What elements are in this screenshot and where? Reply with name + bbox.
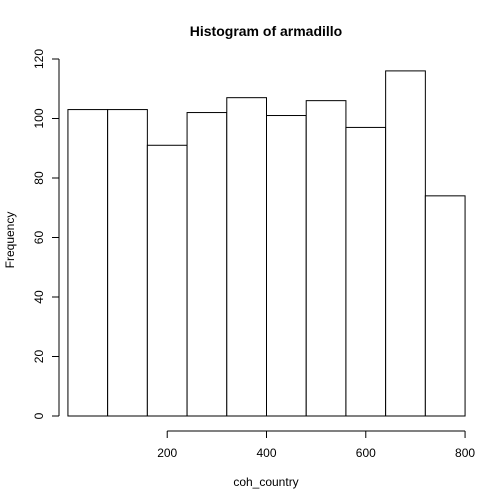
histogram-bar [226,97,267,417]
chart-title: Histogram of armadillo [190,23,342,39]
x-tick-label: 600 [356,446,376,460]
x-tick-label: 200 [157,446,177,460]
y-tick-label: 20 [32,350,46,364]
x-tick-label: 800 [455,446,475,460]
y-tick-label: 40 [32,290,46,304]
x-axis-label: coh_country [233,475,298,489]
y-tick-label: 60 [32,231,46,245]
y-tick-label: 120 [32,49,46,69]
y-tick-label: 100 [32,108,46,128]
histogram-bar [345,126,387,417]
histogram-bar [305,100,347,417]
histogram-bar [146,144,188,417]
bars-group [67,70,466,417]
x-axis: 200 400 600 800 [157,430,475,460]
y-axis: 0 20 40 60 80 100 120 [32,49,60,419]
y-axis-label: Frequency [3,212,17,269]
histogram-bar [186,112,228,417]
histogram-bar [107,109,148,417]
histogram-bar [424,195,466,417]
x-tick-label: 400 [256,446,276,460]
y-tick-label: 80 [32,171,46,185]
y-tick-label: 0 [32,412,46,419]
histogram-bar [385,70,426,417]
histogram-bar [266,115,307,417]
histogram-bar [67,109,109,417]
